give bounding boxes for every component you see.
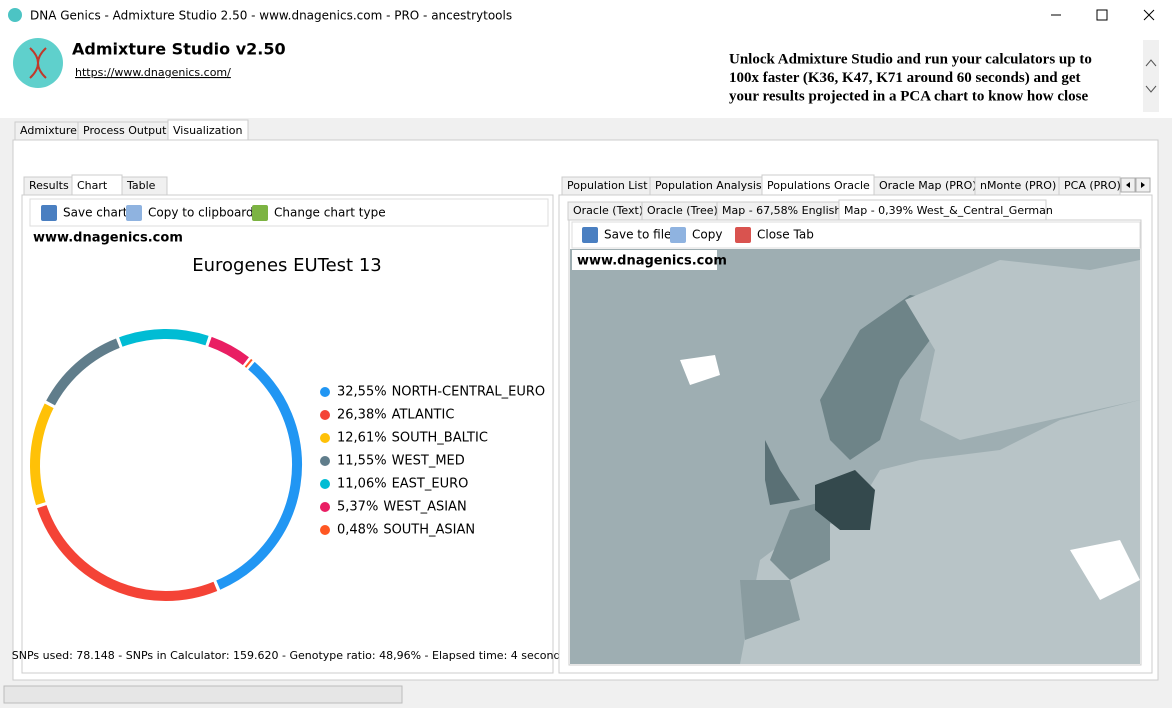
toolbar-icon[interactable] [670,227,686,243]
donut-segment [208,336,249,366]
main-tab-label: Visualization [173,124,243,137]
iberia [740,580,800,640]
sub-tab-label: Oracle (Text) [573,204,643,217]
legend-dot [320,502,330,512]
close[interactable] [1143,9,1155,21]
legend-value: 5,37% [337,500,378,515]
land-white [1070,540,1140,600]
legend-value: 11,06% [337,477,387,492]
sub-tab[interactable] [838,199,1047,221]
toolbar-icon[interactable] [735,227,751,243]
main-tab[interactable] [167,119,249,141]
donut-segment [244,358,253,368]
legend-label: SOUTH_ASIAN [383,523,475,538]
left-panel [21,194,554,674]
donut-segment [216,361,302,590]
left-toolbar [29,198,549,227]
toolbar-icon[interactable] [41,205,57,221]
legend-value: 26,38% [337,408,387,423]
promo-scrollbar[interactable] [1143,40,1159,112]
map-watermark: www.dnagenics.com [577,254,727,269]
toolbar-button[interactable]: Copy to clipboard [148,206,254,220]
window-title: DNA Genics - Admixture Studio 2.50 - www… [30,9,512,23]
iceland [680,355,720,385]
legend-dot [320,456,330,466]
right-tab-label: PCA (PRO) [1064,179,1121,192]
britain [765,440,800,505]
promo-text: Unlock Admixture Studio and run your cal… [729,51,1092,67]
toolbar-button[interactable]: Save chart [63,206,128,220]
land-north [905,260,1140,440]
left-tab-label: Chart [77,179,108,192]
main-tab-label: Process Output [83,124,167,137]
toolbar-button[interactable]: Copy [692,228,722,242]
legend-value: 32,55% [337,385,387,400]
left-tab-label: Table [126,179,156,192]
right-toolbar [571,221,1141,249]
toolbar-icon[interactable] [126,205,142,221]
donut-segment [46,338,120,406]
footer-stats: SNPs used: 78.148 - SNPs in Calculator: … [12,649,567,662]
legend-value: 11,55% [337,454,387,469]
land-east [740,400,1140,664]
sub-tab-label: Map - 67,58% English [722,204,841,217]
toolbar-icon[interactable] [582,227,598,243]
legend-value: 0,48% [337,523,378,538]
right-tab[interactable] [1058,176,1121,196]
legend-dot [320,479,330,489]
legend-value: 12,61% [337,431,387,446]
chart-title: Eurogenes EUTest 13 [192,255,382,276]
toolbar-icon[interactable] [252,205,268,221]
france [770,500,830,580]
legend-dot [320,525,330,535]
promo-text: your results projected in a PCA chart to… [729,88,1089,104]
map-land [680,260,1140,664]
watermark: www.dnagenics.com [33,231,183,246]
donut-segment [119,329,209,347]
right-tab-label: Population Analysis [655,179,762,192]
map-watermark-bg [572,250,717,270]
legend-dot [320,410,330,420]
legend-label: WEST_MED [392,454,465,469]
toolbar-button[interactable]: Change chart type [274,206,386,220]
tab-scroll-arrows [1126,182,1145,188]
donut-segment [30,403,54,506]
scroll-arrows [1145,59,1157,93]
app-icon [8,8,22,22]
right-tab-label: Populations Oracle [767,179,870,192]
main-tab-label: Admixture [20,124,77,137]
toolbar-button[interactable]: Close Tab [757,228,814,242]
sub-tab-label: Oracle (Tree) [647,204,718,217]
app-name: Admixture Studio v2.50 [72,40,286,59]
legend-label: WEST_ASIAN [383,500,466,515]
legend-label: ATLANTIC [392,408,455,423]
right-tab-label: Oracle Map (PRO) [879,179,977,192]
legend-label: NORTH-CENTRAL_EURO [392,385,546,400]
website-link[interactable]: https://www.dnagenics.com/ [75,66,231,79]
progress-bar [3,685,403,704]
legend-dot [320,387,330,397]
legend-label: EAST_EURO [392,477,469,492]
header-bg [0,0,1172,118]
scandinavia [820,295,945,460]
left-tab[interactable] [121,176,168,196]
right-tab-label: Population List [567,179,648,192]
legend-dot [320,433,330,443]
toolbar-button[interactable]: Save to file [604,228,671,242]
right-tab-label: nMonte (PRO) [980,179,1056,192]
logo-dna [29,47,47,79]
promo-text: 100x faster (K36, K47, K71 around 60 sec… [729,70,1081,86]
maximize[interactable] [1096,9,1108,21]
donut-segment [37,505,218,601]
legend-label: SOUTH_BALTIC [392,431,488,446]
left-tab-label: Results [29,179,69,192]
sub-tab-label: Map - 0,39% West_&_Central_German [844,204,1053,217]
germany [815,470,875,530]
